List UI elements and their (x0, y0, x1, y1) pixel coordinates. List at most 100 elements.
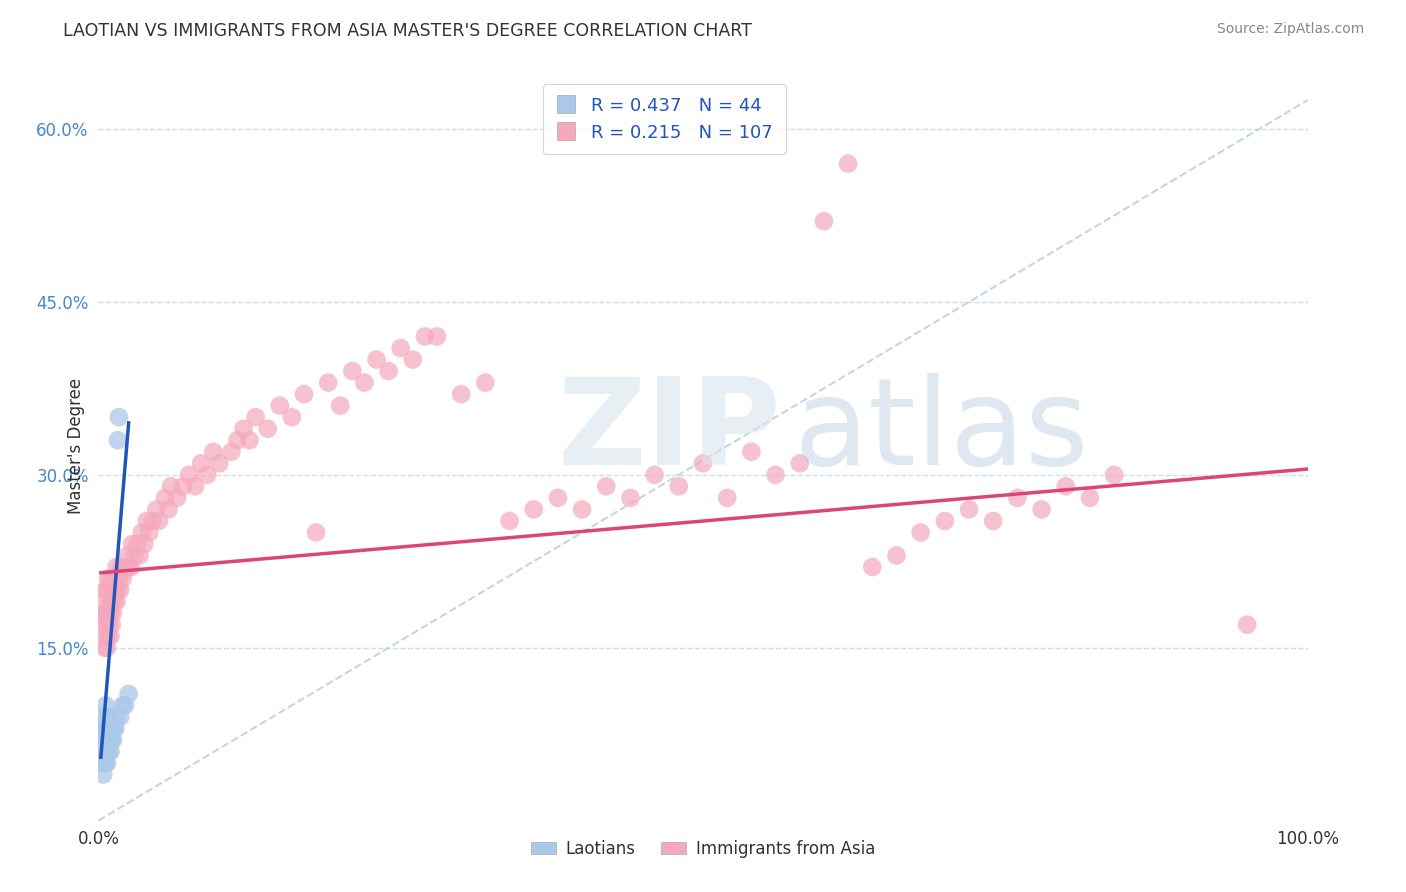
Point (101, 733, 124, 747)
Point (184, 479, 207, 493)
Point (1007, 491, 1029, 505)
Point (100, 722, 122, 736)
Point (104, 722, 127, 736)
Point (94, 698, 117, 713)
Point (96, 722, 118, 736)
Point (97, 710, 120, 724)
Point (91, 744, 114, 758)
Point (97, 572, 120, 586)
Point (110, 560, 132, 574)
Point (114, 698, 136, 713)
Point (94, 629, 117, 643)
Point (98, 733, 121, 747)
Point (195, 467, 218, 482)
Text: ZIP: ZIP (558, 373, 782, 490)
Point (692, 456, 714, 470)
Point (716, 491, 738, 505)
Point (117, 549, 139, 563)
Point (366, 352, 388, 367)
Point (91, 733, 114, 747)
Point (413, 329, 436, 343)
Point (100, 572, 122, 586)
Point (93, 640, 115, 655)
Point (179, 467, 201, 482)
Point (93, 710, 115, 724)
Point (101, 583, 124, 598)
Point (226, 434, 249, 448)
Point (128, 549, 150, 563)
Point (353, 376, 375, 390)
Point (107, 583, 129, 598)
Point (90, 756, 112, 770)
Point (316, 376, 339, 390)
Point (202, 444, 225, 458)
Point (172, 479, 194, 493)
Point (886, 549, 908, 563)
Point (105, 710, 128, 724)
Point (813, 214, 835, 228)
Point (547, 491, 569, 505)
Text: atlas: atlas (793, 373, 1090, 490)
Point (100, 629, 122, 643)
Point (1236, 617, 1258, 632)
Point (934, 514, 956, 528)
Point (145, 502, 167, 516)
Point (305, 525, 328, 540)
Point (94, 756, 117, 770)
Point (619, 491, 641, 505)
Point (93, 744, 115, 758)
Point (93, 756, 115, 770)
Point (121, 537, 143, 551)
Point (1031, 502, 1053, 516)
Point (108, 410, 131, 425)
Point (281, 410, 304, 425)
Point (131, 525, 153, 540)
Point (96, 744, 118, 758)
Point (644, 467, 666, 482)
Point (981, 514, 1004, 528)
Point (389, 341, 412, 355)
Point (1078, 491, 1101, 505)
Point (148, 514, 170, 528)
Point (111, 572, 134, 586)
Point (114, 560, 136, 574)
Point (103, 594, 125, 608)
Point (96, 617, 118, 632)
Point (96, 583, 118, 598)
Point (94, 733, 117, 747)
Point (426, 329, 449, 343)
Point (910, 525, 932, 540)
Point (98, 617, 121, 632)
Point (97, 722, 120, 736)
Point (91, 744, 114, 758)
Point (239, 434, 262, 448)
Text: Source: ZipAtlas.com: Source: ZipAtlas.com (1216, 22, 1364, 37)
Point (120, 560, 142, 574)
Point (94, 744, 117, 758)
Point (100, 722, 122, 736)
Point (91, 767, 114, 781)
Point (157, 502, 180, 516)
Point (98, 722, 121, 736)
Point (94, 583, 117, 598)
Point (97, 629, 120, 643)
Point (402, 352, 425, 367)
Point (1102, 467, 1125, 482)
Point (108, 583, 131, 598)
Point (98, 744, 121, 758)
Point (957, 502, 980, 516)
Point (94, 722, 117, 736)
Point (91, 594, 114, 608)
Point (166, 491, 188, 505)
Point (837, 156, 859, 170)
Point (740, 444, 762, 458)
Point (100, 733, 122, 747)
Point (342, 364, 364, 378)
Point (97, 733, 120, 747)
Point (97, 744, 120, 758)
Y-axis label: Master's Degree: Master's Degree (66, 378, 84, 514)
Point (91, 722, 114, 736)
Point (269, 399, 291, 413)
Point (142, 514, 165, 528)
Point (93, 606, 115, 620)
